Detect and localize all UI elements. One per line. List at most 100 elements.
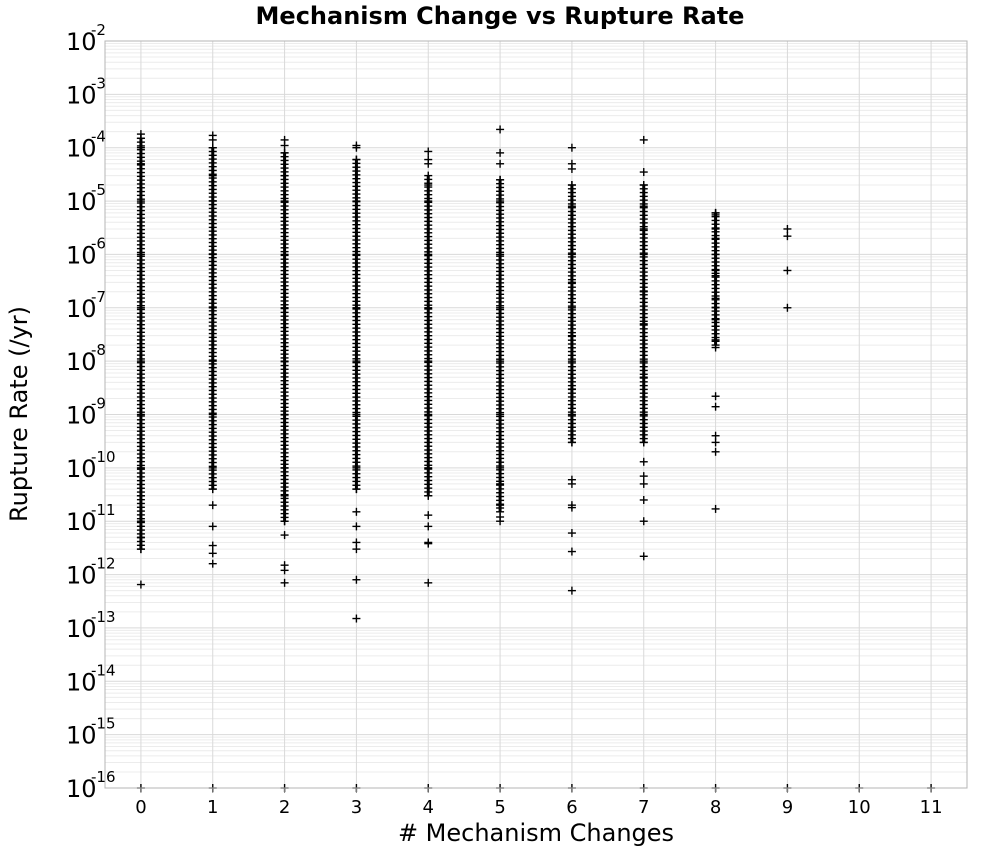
data-point [711, 271, 720, 280]
data-point [711, 447, 720, 456]
data-point [711, 250, 720, 259]
y-tick-label: 10-15 [66, 715, 116, 750]
data-point [280, 303, 289, 312]
y-tick-base: 10 [66, 188, 97, 216]
data-point [280, 141, 289, 150]
x-tick-label: 8 [710, 797, 721, 818]
y-tick-exponent: -10 [91, 448, 116, 466]
data-point [639, 319, 648, 328]
data-point [424, 410, 433, 419]
data-point [136, 303, 145, 312]
y-tick-exponent: -14 [91, 661, 116, 679]
data-point [639, 438, 648, 447]
x-tick-label: 11 [920, 797, 943, 818]
data-point [639, 410, 648, 419]
data-point [711, 392, 720, 401]
data-point [424, 357, 433, 366]
data-point [711, 210, 720, 219]
data-point [567, 181, 576, 190]
data-point [567, 250, 576, 259]
data-point [208, 171, 217, 180]
data-point [136, 533, 145, 542]
data-point [352, 303, 361, 312]
y-tick-exponent: -4 [91, 128, 106, 146]
data-point [567, 385, 576, 394]
data-point [136, 410, 145, 419]
data-point [424, 181, 433, 190]
y-tick-label: 10-9 [66, 395, 106, 430]
x-tick-label: 2 [279, 797, 290, 818]
data-point [352, 575, 361, 584]
data-point [639, 168, 648, 177]
data-point [496, 197, 505, 206]
y-tick-exponent: -3 [91, 74, 106, 92]
data-point [208, 522, 217, 531]
data-point [639, 287, 648, 296]
x-tick-label: 1 [207, 797, 218, 818]
data-point [208, 559, 217, 568]
y-tick-label: 10-16 [66, 768, 116, 803]
data-point [352, 250, 361, 259]
data-point [567, 438, 576, 447]
y-tick-base: 10 [66, 81, 97, 109]
data-point [424, 197, 433, 206]
data-point [424, 303, 433, 312]
data-point [711, 504, 720, 513]
data-point [496, 148, 505, 157]
y-tick-label: 10-8 [66, 341, 106, 376]
data-point [208, 135, 217, 144]
y-tick-exponent: -5 [91, 181, 106, 199]
data-point [496, 159, 505, 168]
data-point [208, 501, 217, 510]
y-tick-label: 10-13 [66, 608, 116, 643]
data-point [567, 357, 576, 366]
data-point [567, 410, 576, 419]
data-point [136, 134, 145, 143]
data-points [136, 125, 936, 792]
x-tick-label: 3 [351, 797, 362, 818]
data-point [783, 266, 792, 275]
y-tick-label: 10-3 [66, 74, 106, 109]
data-point [136, 545, 145, 554]
y-tick-base: 10 [66, 668, 97, 696]
data-point [711, 224, 720, 233]
chart-title: Mechanism Change vs Rupture Rate [256, 2, 745, 30]
grid [105, 40, 967, 789]
x-tick-label: 7 [638, 797, 649, 818]
data-point [711, 402, 720, 411]
y-tick-base: 10 [66, 508, 97, 536]
data-point [136, 357, 145, 366]
data-point [136, 580, 145, 589]
data-point [424, 147, 433, 156]
data-point [280, 250, 289, 259]
data-point [136, 463, 145, 472]
data-point [567, 547, 576, 556]
y-tick-exponent: -16 [91, 768, 116, 786]
data-point [496, 410, 505, 419]
data-point [496, 125, 505, 134]
data-point [496, 303, 505, 312]
y-tick-base: 10 [66, 348, 97, 376]
y-tick-exponent: -7 [91, 288, 106, 306]
y-tick-exponent: -6 [91, 234, 106, 252]
data-point [711, 322, 720, 331]
data-point [280, 197, 289, 206]
data-point [639, 202, 648, 211]
data-point [352, 143, 361, 152]
data-point [639, 479, 648, 488]
x-axis-ticks: 0 1 2 3 4 5 6 7 8 9 10 11 [135, 788, 943, 818]
data-point [567, 303, 576, 312]
data-point [208, 197, 217, 206]
y-tick-exponent: -11 [91, 501, 116, 519]
x-tick-label: 4 [423, 797, 434, 818]
data-point [496, 463, 505, 472]
y-tick-exponent: -9 [91, 395, 106, 413]
data-point [567, 503, 576, 512]
data-point [639, 472, 648, 481]
y-axis-ticks: 10-1610-1510-1410-1310-1210-1110-1010-91… [66, 21, 116, 803]
data-point [496, 517, 505, 526]
y-tick-base: 10 [66, 722, 97, 750]
x-axis-label: # Mechanism Changes [398, 819, 674, 847]
data-point [496, 250, 505, 259]
data-point [783, 303, 792, 312]
